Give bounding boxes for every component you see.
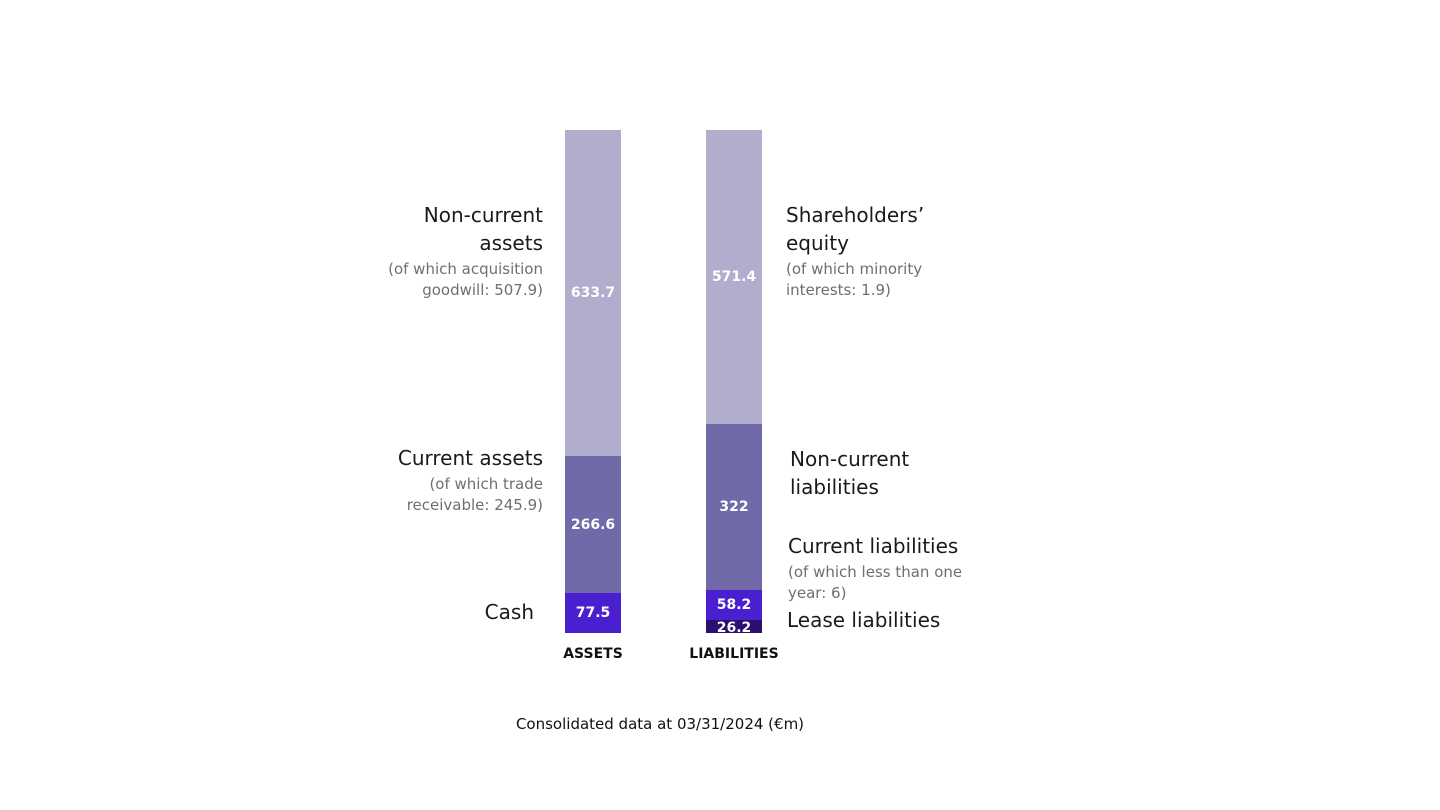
segment-label-shareholders-equity: Shareholders’ equity (of which minority i…	[786, 201, 946, 301]
bar-segment-cash: 77.5	[565, 593, 621, 633]
segment-note: (of which less than one year: 6)	[788, 563, 963, 602]
data-label-current-liabilities: 58.2	[716, 596, 752, 613]
segment-note: (of which trade receivable: 245.9)	[406, 475, 543, 514]
segment-note: (of which minority interests: 1.9)	[786, 260, 923, 299]
data-label-cash: 77.5	[575, 605, 611, 622]
data-label-non-current-assets: 633.7	[570, 284, 616, 301]
segment-label-cash: Cash	[364, 598, 534, 626]
segment-name: Current liabilities	[788, 534, 959, 558]
data-label-lease-liabilities: 26.2	[716, 619, 752, 636]
segment-label-current-assets: Current assets (of which trade receivable…	[373, 444, 543, 516]
data-label-current-assets: 266.6	[570, 516, 616, 533]
segment-label-current-liabilities: Current liabilities (of which less than o…	[788, 532, 978, 604]
data-label-shareholders-equity: 571.4	[711, 268, 757, 285]
segment-name: Lease liabilities	[787, 608, 941, 632]
bar-segment-non-current-assets: 633.7	[565, 130, 621, 456]
bar-segment-non-current-liabilities: 322	[706, 423, 762, 590]
segment-name: Non-current assets	[423, 203, 543, 255]
segment-label-non-current-assets: Non-current assets (of which acquisition …	[373, 201, 543, 301]
data-label-non-current-liabilities: 322	[719, 498, 749, 515]
segment-label-lease-liabilities: Lease liabilities	[787, 606, 987, 634]
bar-segment-lease-liabilities: 26.2	[706, 619, 762, 636]
segment-name: Shareholders’ equity	[786, 203, 925, 255]
bar-segment-current-assets: 266.6	[565, 455, 621, 594]
bar-segment-current-liabilities: 58.2	[706, 589, 762, 620]
column-label-liabilities: LIABILITIES	[689, 646, 779, 662]
segment-name: Non-current liabilities	[790, 447, 910, 499]
segment-name: Current assets	[397, 446, 543, 470]
segment-name: Cash	[484, 600, 534, 624]
bar-segment-shareholders-equity: 571.4	[706, 130, 762, 424]
segment-note: (of which acquisition goodwill: 507.9)	[388, 260, 543, 299]
chart-footnote: Consolidated data at 03/31/2024 (€m)	[515, 715, 805, 733]
segment-label-non-current-liabilities: Non-current liabilities	[790, 445, 950, 501]
column-label-assets: ASSETS	[563, 646, 623, 662]
